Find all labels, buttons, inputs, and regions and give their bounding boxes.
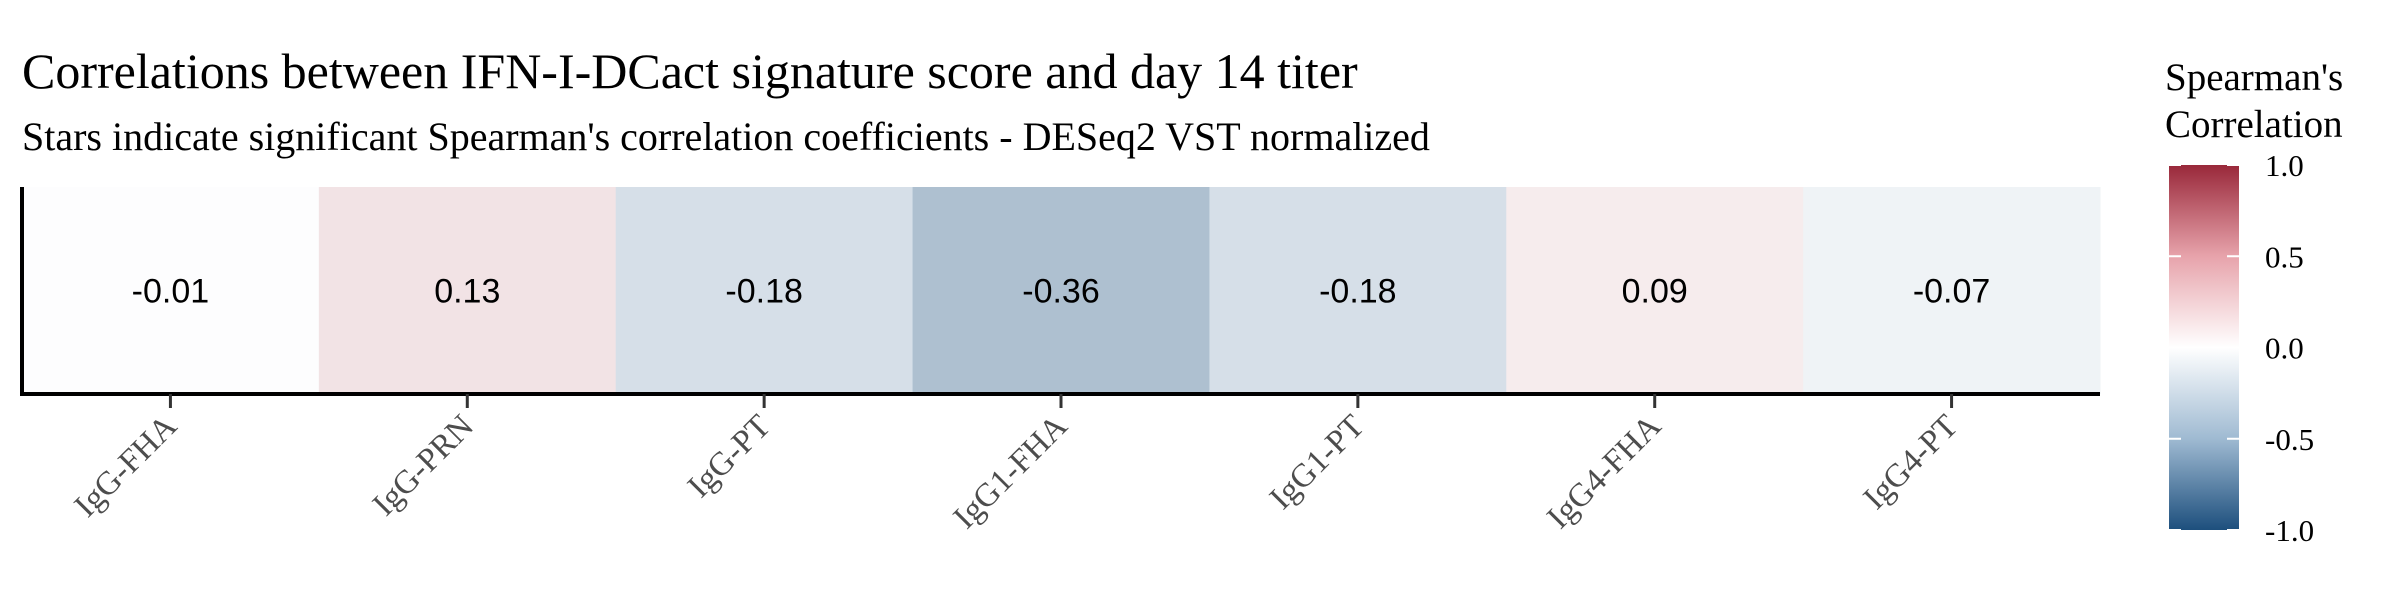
x-tick-label: IgG-PRN [366, 408, 481, 523]
heatmap-cell-labels: -0.01 0.13 -0.18 -0.36 -0.18 0.09 -0.07 [132, 273, 1991, 311]
cell-value-label: -0.01 [132, 273, 210, 311]
x-tick-label: IgG-FHA [68, 408, 184, 524]
legend-tick-label: 0.0 [2265, 331, 2304, 366]
legend-title-line1: Spearman's [2165, 56, 2343, 99]
cell-value-label: 0.13 [434, 273, 500, 311]
heatmap-cell [318, 187, 617, 394]
cell-value-label: -0.18 [1319, 273, 1397, 311]
heatmap-cells [22, 187, 2101, 394]
legend-tick-label: -0.5 [2265, 422, 2314, 457]
x-tick-label: IgG4-FHA [1541, 408, 1669, 536]
cell-value-label: 0.09 [1622, 273, 1688, 311]
heatmap-cell [615, 187, 914, 394]
x-tick-label: IgG4-PT [1857, 408, 1965, 516]
chart-subtitle: Stars indicate significant Spearman's co… [22, 114, 1430, 159]
x-tick-label: IgG1-PT [1263, 408, 1371, 516]
heatmap-cell [1506, 187, 1804, 394]
legend-title-line2: Correlation [2165, 103, 2343, 146]
legend-tick-label: 1.0 [2265, 148, 2304, 183]
chart-title: Correlations between IFN-I-DCact signatu… [22, 43, 1358, 99]
cell-value-label: -0.18 [725, 273, 803, 311]
legend-ticks: 1.0 0.5 0.0 -0.5 -1.0 [2169, 148, 2314, 548]
x-tick-label: IgG1-FHA [947, 408, 1075, 536]
heatmap-cell [22, 187, 320, 394]
x-tick-label: IgG-PT [681, 408, 778, 505]
legend: Spearman's Correlation 1.0 0.5 0.0 -0.5 -1.0 [2165, 56, 2343, 548]
heatmap-cell [1209, 187, 1507, 394]
x-axis-ticks [168, 394, 1954, 408]
heatmap-cell [1803, 187, 2101, 394]
legend-tick-label: -1.0 [2265, 513, 2314, 548]
cell-value-label: -0.07 [1913, 273, 1991, 311]
x-axis-tick-labels: IgG-FHA IgG-PRN IgG-PT IgG1-FHA IgG1-PT IgG4-… [68, 408, 1965, 536]
heatmap-cell [912, 187, 1210, 394]
cell-value-label: -0.36 [1022, 273, 1100, 311]
legend-tick-label: 0.5 [2265, 239, 2304, 274]
